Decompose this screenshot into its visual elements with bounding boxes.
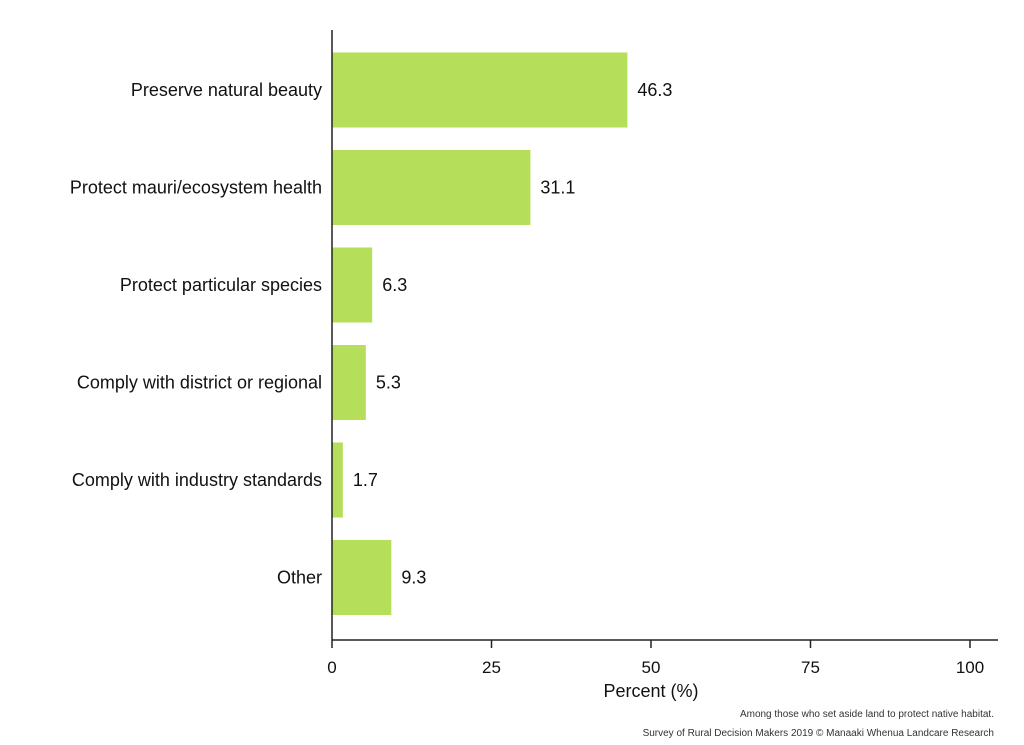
category-label-protect-mauri-ecosystem-health: Protect mauri/ecosystem health xyxy=(70,178,322,198)
value-label-preserve-natural-beauty: 46.3 xyxy=(637,80,672,100)
value-label-protect-particular-species: 6.3 xyxy=(382,275,407,295)
category-label-protect-particular-species: Protect particular species xyxy=(120,275,322,295)
x-tick-label-100: 100 xyxy=(956,658,984,677)
axes-layer xyxy=(331,30,998,641)
category-label-other: Other xyxy=(277,568,322,588)
bar-comply-with-district-or-regional xyxy=(332,345,366,420)
bars-layer xyxy=(332,52,628,615)
value-label-comply-with-district-or-regional: 5.3 xyxy=(376,373,401,393)
category-labels-layer: Preserve natural beauty Protect mauri/eco… xyxy=(70,80,322,588)
x-tick-label-25: 25 xyxy=(482,658,501,677)
value-label-protect-mauri-ecosystem-health: 31.1 xyxy=(540,178,575,198)
value-label-comply-with-industry-standards: 1.7 xyxy=(353,470,378,490)
bar-other xyxy=(332,540,392,615)
category-label-comply-with-industry-standards: Comply with industry standards xyxy=(72,470,322,490)
category-label-preserve-natural-beauty: Preserve natural beauty xyxy=(131,80,322,100)
footnote-sample: Among those who set aside land to protec… xyxy=(739,709,994,720)
value-label-other: 9.3 xyxy=(401,568,426,588)
footnote-source: Survey of Rural Decision Makers 2019 © M… xyxy=(642,728,994,739)
category-label-comply-with-district-or-regional: Comply with district or regional xyxy=(77,373,322,393)
bar-protect-mauri-ecosystem-health xyxy=(332,150,531,225)
x-tick-label-75: 75 xyxy=(801,658,820,677)
x-axis-title: Percent (%) xyxy=(603,681,698,701)
x-tick-label-0: 0 xyxy=(327,658,336,677)
x-ticks-layer: 0 25 50 75 100 xyxy=(327,640,984,677)
bar-comply-with-industry-standards xyxy=(332,442,343,518)
x-tick-label-50: 50 xyxy=(642,658,661,677)
bar-protect-particular-species xyxy=(332,247,373,323)
value-labels-layer: 46.3 31.1 6.3 5.3 1.7 9.3 xyxy=(353,80,673,588)
bar-preserve-natural-beauty xyxy=(332,52,628,128)
